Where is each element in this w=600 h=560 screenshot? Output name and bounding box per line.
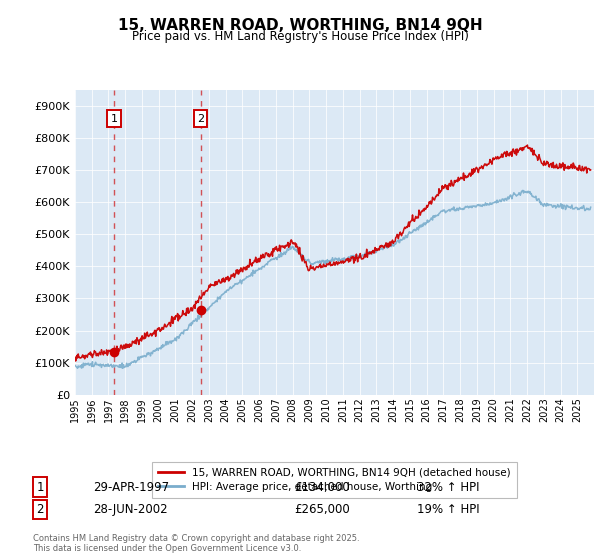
- Text: 19% ↑ HPI: 19% ↑ HPI: [417, 503, 479, 516]
- Text: 1: 1: [37, 480, 44, 494]
- Text: 29-APR-1997: 29-APR-1997: [93, 480, 169, 494]
- Text: 2: 2: [37, 503, 44, 516]
- Text: 1: 1: [110, 114, 118, 124]
- Text: 32% ↑ HPI: 32% ↑ HPI: [417, 480, 479, 494]
- Text: 2: 2: [197, 114, 204, 124]
- Legend: 15, WARREN ROAD, WORTHING, BN14 9QH (detached house), HPI: Average price, detach: 15, WARREN ROAD, WORTHING, BN14 9QH (det…: [152, 462, 517, 498]
- Text: 15, WARREN ROAD, WORTHING, BN14 9QH: 15, WARREN ROAD, WORTHING, BN14 9QH: [118, 18, 482, 33]
- Text: Price paid vs. HM Land Registry's House Price Index (HPI): Price paid vs. HM Land Registry's House …: [131, 30, 469, 43]
- Text: Contains HM Land Registry data © Crown copyright and database right 2025.
This d: Contains HM Land Registry data © Crown c…: [33, 534, 359, 553]
- Text: £134,000: £134,000: [294, 480, 350, 494]
- Text: £265,000: £265,000: [294, 503, 350, 516]
- Text: 28-JUN-2002: 28-JUN-2002: [93, 503, 167, 516]
